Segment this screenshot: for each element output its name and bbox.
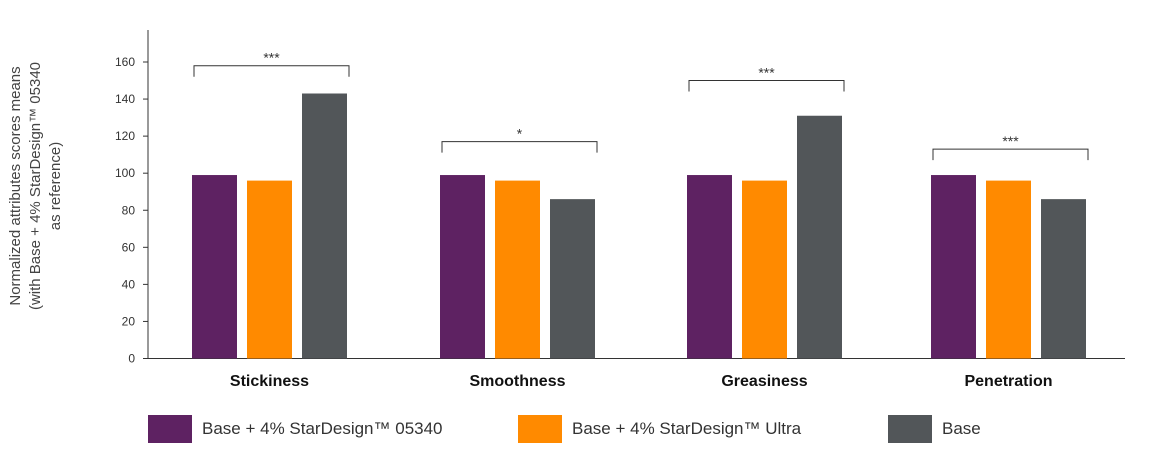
y-tick-label: 40 <box>122 277 136 291</box>
bar <box>931 175 976 359</box>
legend-swatch <box>518 415 562 443</box>
bar <box>742 180 787 359</box>
significance-bracket <box>441 141 598 153</box>
bar <box>687 175 732 359</box>
y-tick-label: 20 <box>122 314 136 328</box>
bar <box>986 180 1031 359</box>
significance-bracket <box>932 148 1089 161</box>
y-tick-label: 160 <box>115 55 135 69</box>
y-tick-label: 0 <box>128 352 135 366</box>
bars <box>192 93 1086 359</box>
y-axis-label-line-2: (with Base + 4% StarDesign™ 05340 <box>27 62 44 310</box>
legend-swatch <box>888 415 932 443</box>
category-label: Penetration <box>964 373 1052 390</box>
legend-item: Base + 4% StarDesign™ 05340 <box>148 414 443 444</box>
y-tick-label: 60 <box>122 240 136 254</box>
significance-label: *** <box>1002 133 1019 149</box>
significance-bracket <box>193 65 350 77</box>
y-tick-label: 120 <box>115 129 135 143</box>
significance-bracket <box>688 80 845 92</box>
legend-label: Base + 4% StarDesign™ Ultra <box>572 419 802 438</box>
legend-label: Base + 4% StarDesign™ 05340 <box>202 419 443 438</box>
legend-item: Base <box>888 414 981 444</box>
legend-label: Base <box>942 419 981 438</box>
bar <box>550 199 595 359</box>
significance-brackets: ********** <box>193 50 1089 161</box>
y-tick-label: 140 <box>115 92 135 106</box>
legend: Base + 4% StarDesign™ 05340 Base + 4% Sta… <box>0 414 1158 448</box>
bar <box>1041 199 1086 359</box>
legend-item: Base + 4% StarDesign™ Ultra <box>518 414 801 444</box>
bar <box>302 93 347 359</box>
y-tick-label: 80 <box>122 203 136 217</box>
category-labels: Stickiness Smoothness Greasiness Penetratio… <box>230 373 1053 390</box>
category-label: Stickiness <box>230 373 309 390</box>
bar <box>247 180 292 359</box>
significance-label: * <box>517 126 523 142</box>
category-label: Smoothness <box>469 373 565 390</box>
significance-label: *** <box>758 65 775 81</box>
y-axis-label-line-3: as reference) <box>47 142 64 230</box>
bar <box>495 180 540 359</box>
category-label: Greasiness <box>721 373 807 390</box>
bar <box>440 175 485 359</box>
bar <box>192 175 237 359</box>
significance-label: *** <box>263 50 280 66</box>
legend-swatch <box>148 415 192 443</box>
bar <box>797 115 842 359</box>
y-tick-label: 100 <box>115 166 135 180</box>
y-axis-label-line-1: Normalized attributes scores means <box>7 66 24 305</box>
y-axis-label: Normalized attributes scores means (with… <box>7 62 64 310</box>
